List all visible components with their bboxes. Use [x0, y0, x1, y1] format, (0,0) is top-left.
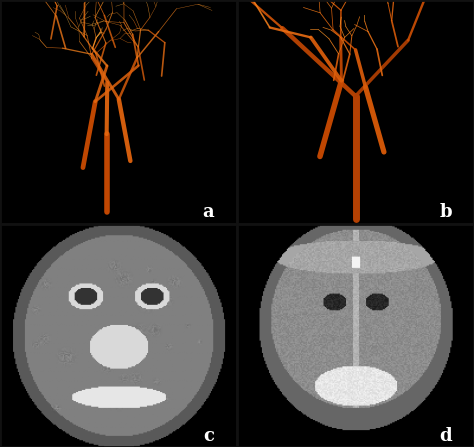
- Text: c: c: [203, 427, 214, 445]
- Text: b: b: [439, 203, 452, 221]
- Text: d: d: [439, 427, 452, 445]
- Text: a: a: [203, 203, 214, 221]
